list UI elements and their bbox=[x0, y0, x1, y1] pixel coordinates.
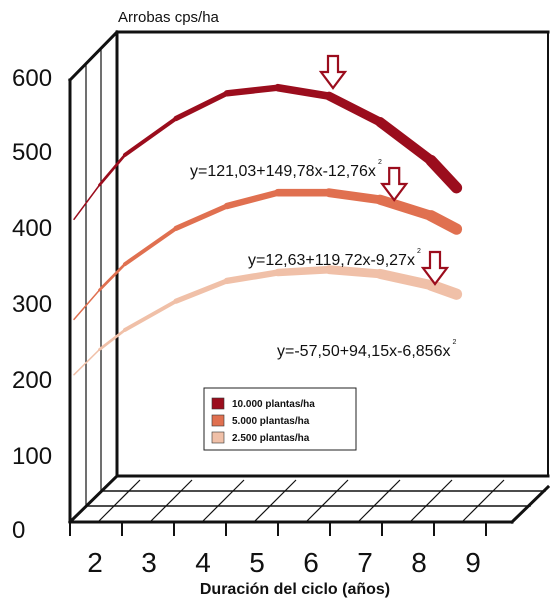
max-arrow-icon bbox=[318, 54, 348, 90]
line-segment bbox=[324, 91, 385, 127]
frame-line bbox=[67, 473, 120, 525]
line-segment bbox=[324, 265, 385, 279]
legend-label: 2.500 plantas/ha bbox=[232, 433, 310, 444]
line-segment bbox=[374, 194, 437, 221]
x-tick-label: 8 bbox=[411, 547, 427, 578]
x-tick-label: 7 bbox=[357, 547, 373, 578]
y-tick-label: 0 bbox=[12, 517, 25, 544]
line-segment bbox=[73, 348, 101, 376]
max-arrow-icon bbox=[420, 250, 450, 286]
floor-grid-line bbox=[253, 479, 297, 523]
equation-label: y=121,03+149,78x-12,76x bbox=[190, 163, 376, 180]
x-tick-labels: 2 3 4 5 6 7 8 9 bbox=[87, 547, 481, 578]
line-segment bbox=[223, 189, 282, 210]
x-tick-label: 4 bbox=[195, 547, 211, 578]
line-segment bbox=[223, 269, 282, 285]
legend: 10.000 plantas/ha 5.000 plantas/ha 2.500 p… bbox=[203, 387, 357, 451]
legend-box bbox=[203, 387, 357, 451]
y-axis-title: Arrobas cps/ha bbox=[118, 9, 220, 26]
line-segment bbox=[324, 188, 385, 205]
line-segment bbox=[425, 210, 463, 235]
y-tick-label: 400 bbox=[12, 215, 52, 242]
chart-frame bbox=[67, 29, 550, 536]
y-tick-label: 100 bbox=[12, 443, 52, 470]
line-segment bbox=[374, 116, 437, 166]
line-segment bbox=[98, 262, 127, 292]
line-segment bbox=[98, 328, 127, 351]
y-tick-label: 300 bbox=[12, 291, 52, 318]
y-tick-label: 500 bbox=[12, 139, 52, 166]
equation-label: y=12,63+119,72x-9,27x bbox=[248, 252, 415, 269]
floor-grid-line bbox=[97, 479, 141, 523]
legend-label: 10.000 plantas/ha bbox=[232, 399, 315, 410]
equation-exponent: 2 bbox=[452, 339, 456, 346]
line-segment bbox=[223, 84, 282, 97]
x-axis-title: Duración del ciclo (años) bbox=[200, 581, 390, 598]
floor-grid-line bbox=[461, 479, 505, 523]
y-tick-label: 200 bbox=[12, 367, 52, 394]
line-segment bbox=[98, 153, 127, 187]
line-segment bbox=[274, 83, 333, 100]
line-segment bbox=[173, 90, 230, 122]
x-tick-label: 5 bbox=[249, 547, 265, 578]
frame-line bbox=[509, 484, 550, 525]
equation-exponent: 2 bbox=[378, 159, 382, 166]
line-segment bbox=[123, 226, 178, 267]
x-tick-label: 6 bbox=[303, 547, 319, 578]
line-segment bbox=[123, 116, 178, 157]
line-segment bbox=[123, 299, 178, 332]
series-line bbox=[73, 188, 463, 321]
x-tick-label: 3 bbox=[141, 547, 157, 578]
legend-swatch bbox=[211, 431, 225, 444]
floor-grid-line bbox=[357, 479, 401, 523]
frame-line bbox=[67, 29, 120, 83]
line-segment bbox=[425, 154, 463, 194]
line-segment bbox=[73, 289, 101, 321]
y-tick-label: 600 bbox=[12, 65, 52, 92]
line-segment bbox=[173, 203, 230, 231]
line-segment bbox=[374, 268, 437, 291]
arrows bbox=[318, 54, 450, 286]
line-segment bbox=[173, 278, 230, 304]
floor-grid-line bbox=[305, 479, 349, 523]
floor-grid-line bbox=[149, 479, 193, 523]
x-tick-label: 2 bbox=[87, 547, 103, 578]
series-line bbox=[73, 83, 463, 221]
floor-grid-line bbox=[409, 479, 453, 523]
y-tick-labels: 0 100 200 300 400 500 600 bbox=[12, 65, 52, 544]
line-segment bbox=[73, 184, 101, 221]
x-tick-label: 9 bbox=[465, 547, 481, 578]
legend-label: 5.000 plantas/ha bbox=[232, 416, 310, 427]
equation-exponent: 2 bbox=[417, 248, 421, 255]
series-line bbox=[73, 265, 463, 376]
legend-swatch bbox=[211, 414, 225, 427]
line-segment bbox=[425, 279, 463, 300]
equation-label: y=-57,50+94,15x-6,856x bbox=[277, 343, 450, 360]
equations: y=121,03+149,78x-12,76x2y=12,63+119,72x-… bbox=[190, 159, 456, 360]
floor-grid-line bbox=[201, 479, 245, 523]
legend-swatch bbox=[211, 397, 225, 410]
series-lines bbox=[73, 83, 463, 376]
line-segment bbox=[274, 265, 333, 277]
max-arrow-icon bbox=[380, 166, 409, 202]
